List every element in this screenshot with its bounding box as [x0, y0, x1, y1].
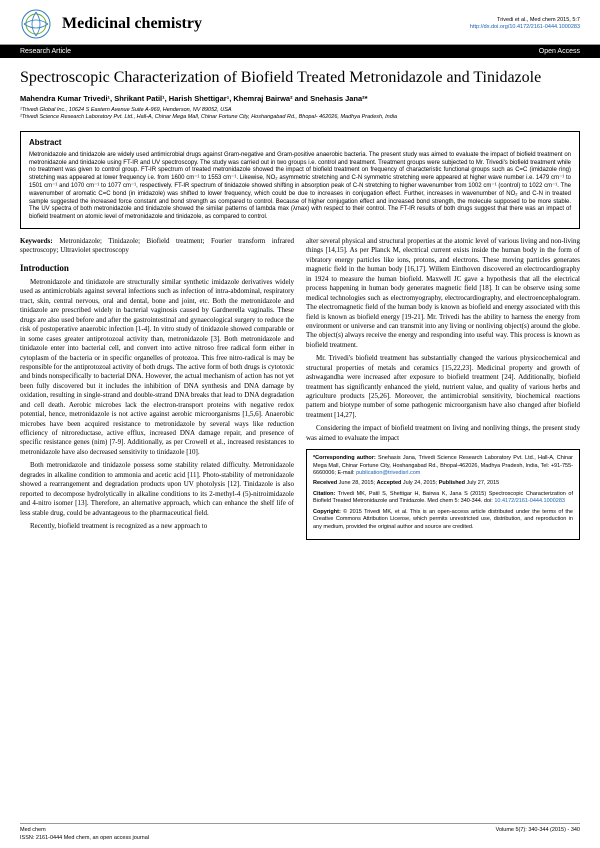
article-type-label: Research Article: [20, 47, 71, 56]
right-paragraph-1: alter several physical and structural pr…: [306, 237, 580, 350]
body-columns: Keywords: Metronidazole; Tinidazole; Bio…: [0, 237, 600, 540]
abstract-heading: Abstract: [29, 138, 571, 149]
journal-logo: [20, 8, 52, 40]
received-label: Received: [313, 480, 337, 486]
footer-left: Med chem ISSN: 2161-0444 Med chem, an op…: [20, 827, 149, 842]
intro-paragraph-3: Recently, biofield treatment is recogniz…: [20, 522, 294, 531]
citation-line: Citation: Trivedi MK, Patil S, Shettigar…: [313, 491, 573, 506]
corresponding-email-link[interactable]: publication@trivedisrl.com: [356, 470, 420, 476]
copyright-label: Copyright:: [313, 509, 341, 515]
keywords-text: Metronidazole; Tinidazole; Biofield trea…: [20, 237, 294, 254]
left-column: Keywords: Metronidazole; Tinidazole; Bio…: [20, 237, 294, 540]
header-citation: Trivedi et al., Med chem 2015, 5:7: [470, 17, 580, 24]
published-value: July 27, 2015: [465, 480, 499, 486]
article-info-box: *Corresponding author: Snehasis Jana, Tr…: [306, 449, 580, 540]
intro-paragraph-1: Metronidazole and tinidazole are structu…: [20, 278, 294, 457]
right-paragraph-3: Considering the impact of biofield treat…: [306, 424, 580, 443]
journal-title: Medicinal chemistry: [62, 13, 470, 35]
abstract-text: Metronidazole and tinidazole are widely …: [29, 152, 571, 222]
affiliations-block: ¹Trivedi Global Inc., 10624 S Eastern Av…: [0, 107, 600, 127]
citation-doi-link[interactable]: 10.4172/2161-0444.1000283: [494, 498, 565, 504]
introduction-heading: Introduction: [20, 262, 294, 274]
right-column: alter several physical and structural pr…: [306, 237, 580, 540]
header-citation-block: Trivedi et al., Med chem 2015, 5:7 http:…: [470, 17, 580, 32]
header-doi-link[interactable]: http://dx.doi.org/10.4172/2161-0444.1000…: [470, 24, 580, 30]
affiliation-2: ²Trivedi Science Research Laboratory Pvt…: [20, 114, 580, 121]
authors-line: Mahendra Kumar Trivedi¹, Shrikant Patil¹…: [0, 94, 600, 107]
copyright-line: Copyright: © 2015 Trivedi MK, et al. Thi…: [313, 509, 573, 531]
open-access-label: Open Access: [539, 47, 580, 56]
accepted-label: Accepted: [377, 480, 402, 486]
affiliation-1: ¹Trivedi Global Inc., 10624 S Eastern Av…: [20, 107, 580, 114]
accepted-value: July 24, 2015;: [401, 480, 438, 486]
footer-journal-short: Med chem: [20, 827, 149, 834]
dates-line: Received June 28, 2015; Accepted July 24…: [313, 480, 573, 487]
article-title: Spectroscopic Characterization of Biofie…: [0, 58, 600, 93]
page-footer: Med chem ISSN: 2161-0444 Med chem, an op…: [20, 823, 580, 842]
received-value: June 28, 2015;: [337, 480, 376, 486]
abstract-box: Abstract Metronidazole and tinidazole ar…: [20, 131, 580, 229]
article-type-bar: Research Article Open Access: [0, 45, 600, 58]
keywords-line: Keywords: Metronidazole; Tinidazole; Bio…: [20, 237, 294, 256]
published-label: Published: [439, 480, 465, 486]
citation-label: Citation:: [313, 491, 335, 497]
footer-issn: ISSN: 2161-0444 Med chem, an open access…: [20, 835, 149, 842]
journal-header: Medicinal chemistry Trivedi et al., Med …: [0, 0, 600, 45]
corresponding-label: *Corresponding author:: [313, 455, 376, 461]
intro-paragraph-2: Both metronidazole and tinidazole posses…: [20, 461, 294, 518]
right-paragraph-2: Mr. Trivedi's biofield treatment has sub…: [306, 354, 580, 420]
corresponding-author-line: *Corresponding author: Snehasis Jana, Tr…: [313, 455, 573, 477]
footer-volume-page: Volume 5(7): 340-344 (2015) - 340: [496, 827, 580, 842]
copyright-text: © 2015 Trivedi MK, et al. This is an ope…: [313, 509, 573, 530]
keywords-label: Keywords:: [20, 237, 53, 245]
